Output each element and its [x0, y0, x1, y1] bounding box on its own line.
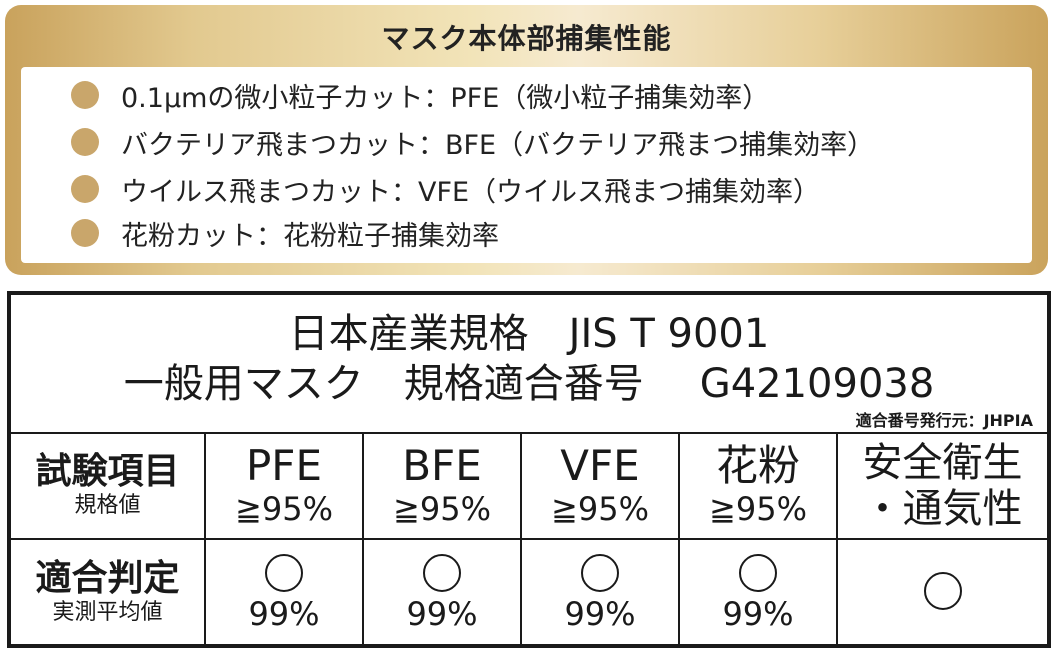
measured-value: 99%	[722, 594, 794, 633]
capture-items-box: 0.1μmの微小粒子カット：PFE（微小粒子捕集効率） バクテリア飛まつカット：…	[21, 67, 1032, 263]
measured-value: 99%	[248, 594, 320, 633]
measured-value: 99%	[564, 594, 636, 633]
pass-circle-icon	[739, 553, 777, 592]
conformity-number: G42109038	[699, 361, 935, 407]
capture-item-label: バクテリア飛まつカット：BFE（バクテリア飛まつ捕集効率）	[121, 129, 875, 161]
capture-item-label: ウイルス飛まつカット：VFE（ウイルス飛まつ捕集効率）	[121, 176, 821, 208]
spec-value: ≧95%	[709, 490, 807, 528]
capture-item-label: 花粉カット：花粉粒子捕集効率	[121, 220, 499, 252]
spec-value: ≧95%	[393, 490, 491, 528]
bullet-dot-icon	[71, 219, 99, 247]
result-pollen: 99%	[678, 538, 838, 645]
spec-value: ≧95%	[551, 490, 649, 528]
col-pollen: 花粉 ≧95%	[678, 432, 838, 540]
test-results-table: 試験項目 規格値 PFE ≧95% BFE ≧95% VFE ≧95% 花粉 ≧…	[11, 432, 1047, 645]
column-name: PFE	[245, 441, 323, 490]
capture-item: ウイルス飛まつカット：VFE（ウイルス飛まつ捕集効率）	[71, 169, 820, 209]
conformity-label: 一般用マスク 規格適合番号	[123, 361, 644, 407]
result-bfe: 99%	[362, 538, 522, 645]
column-name: VFE	[560, 441, 640, 490]
result-pfe: 99%	[204, 538, 364, 645]
bullet-dot-icon	[71, 81, 99, 109]
col-safety-breathability: 安全衛生 ・通気性	[836, 432, 1047, 540]
col-pfe: PFE ≧95%	[204, 432, 364, 540]
capture-performance-panel: マスク本体部捕集性能 0.1μmの微小粒子カット：PFE（微小粒子捕集効率） バ…	[5, 5, 1048, 275]
pass-circle-icon	[581, 553, 619, 592]
row-header-test-items: 試験項目 規格値	[11, 432, 206, 540]
pass-circle-icon	[265, 553, 303, 592]
capture-item-label: 0.1μmの微小粒子カット：PFE（微小粒子捕集効率）	[121, 82, 770, 114]
result-safety-breathability	[836, 538, 1047, 645]
result-vfe: 99%	[520, 538, 680, 645]
bullet-dot-icon	[71, 175, 99, 203]
result-row: 適合判定 実測平均値 99% 99% 99% 99%	[11, 538, 1047, 645]
pass-circle-icon	[923, 571, 962, 610]
spec-row: 試験項目 規格値 PFE ≧95% BFE ≧95% VFE ≧95% 花粉 ≧…	[11, 432, 1047, 540]
measured-value: 99%	[406, 594, 478, 633]
safety-label-line2: ・通気性	[862, 486, 1023, 532]
jis-standard-box: 日本産業規格 JIS T 9001 一般用マスク 規格適合番号 G42109038…	[7, 291, 1051, 648]
row-header-judgement: 適合判定 実測平均値	[11, 538, 206, 645]
issuer-note: 適合番号発行元：JHPIA	[855, 411, 1033, 430]
col-bfe: BFE ≧95%	[362, 432, 522, 540]
spec-value-label: 規格値	[74, 493, 141, 518]
column-name: 花粉	[715, 441, 800, 490]
conformity-number-line: 一般用マスク 規格適合番号 G42109038	[11, 351, 1047, 409]
column-name: BFE	[402, 441, 482, 490]
test-items-label: 試験項目	[35, 451, 180, 492]
judgement-label: 適合判定	[35, 557, 180, 599]
measured-average-label: 実測平均値	[52, 599, 163, 625]
pass-circle-icon	[423, 553, 461, 592]
safety-label-line1: 安全衛生	[862, 440, 1023, 486]
bullet-dot-icon	[71, 128, 99, 156]
capture-item: 花粉カット：花粉粒子捕集効率	[71, 213, 499, 253]
col-vfe: VFE ≧95%	[520, 432, 680, 540]
capture-item: バクテリア飛まつカット：BFE（バクテリア飛まつ捕集効率）	[71, 122, 874, 162]
spec-value: ≧95%	[235, 490, 333, 528]
capture-performance-title: マスク本体部捕集性能	[381, 22, 672, 55]
jis-standard-title: 日本産業規格 JIS T 9001	[288, 311, 770, 357]
capture-item: 0.1μmの微小粒子カット：PFE（微小粒子捕集効率）	[71, 75, 769, 115]
